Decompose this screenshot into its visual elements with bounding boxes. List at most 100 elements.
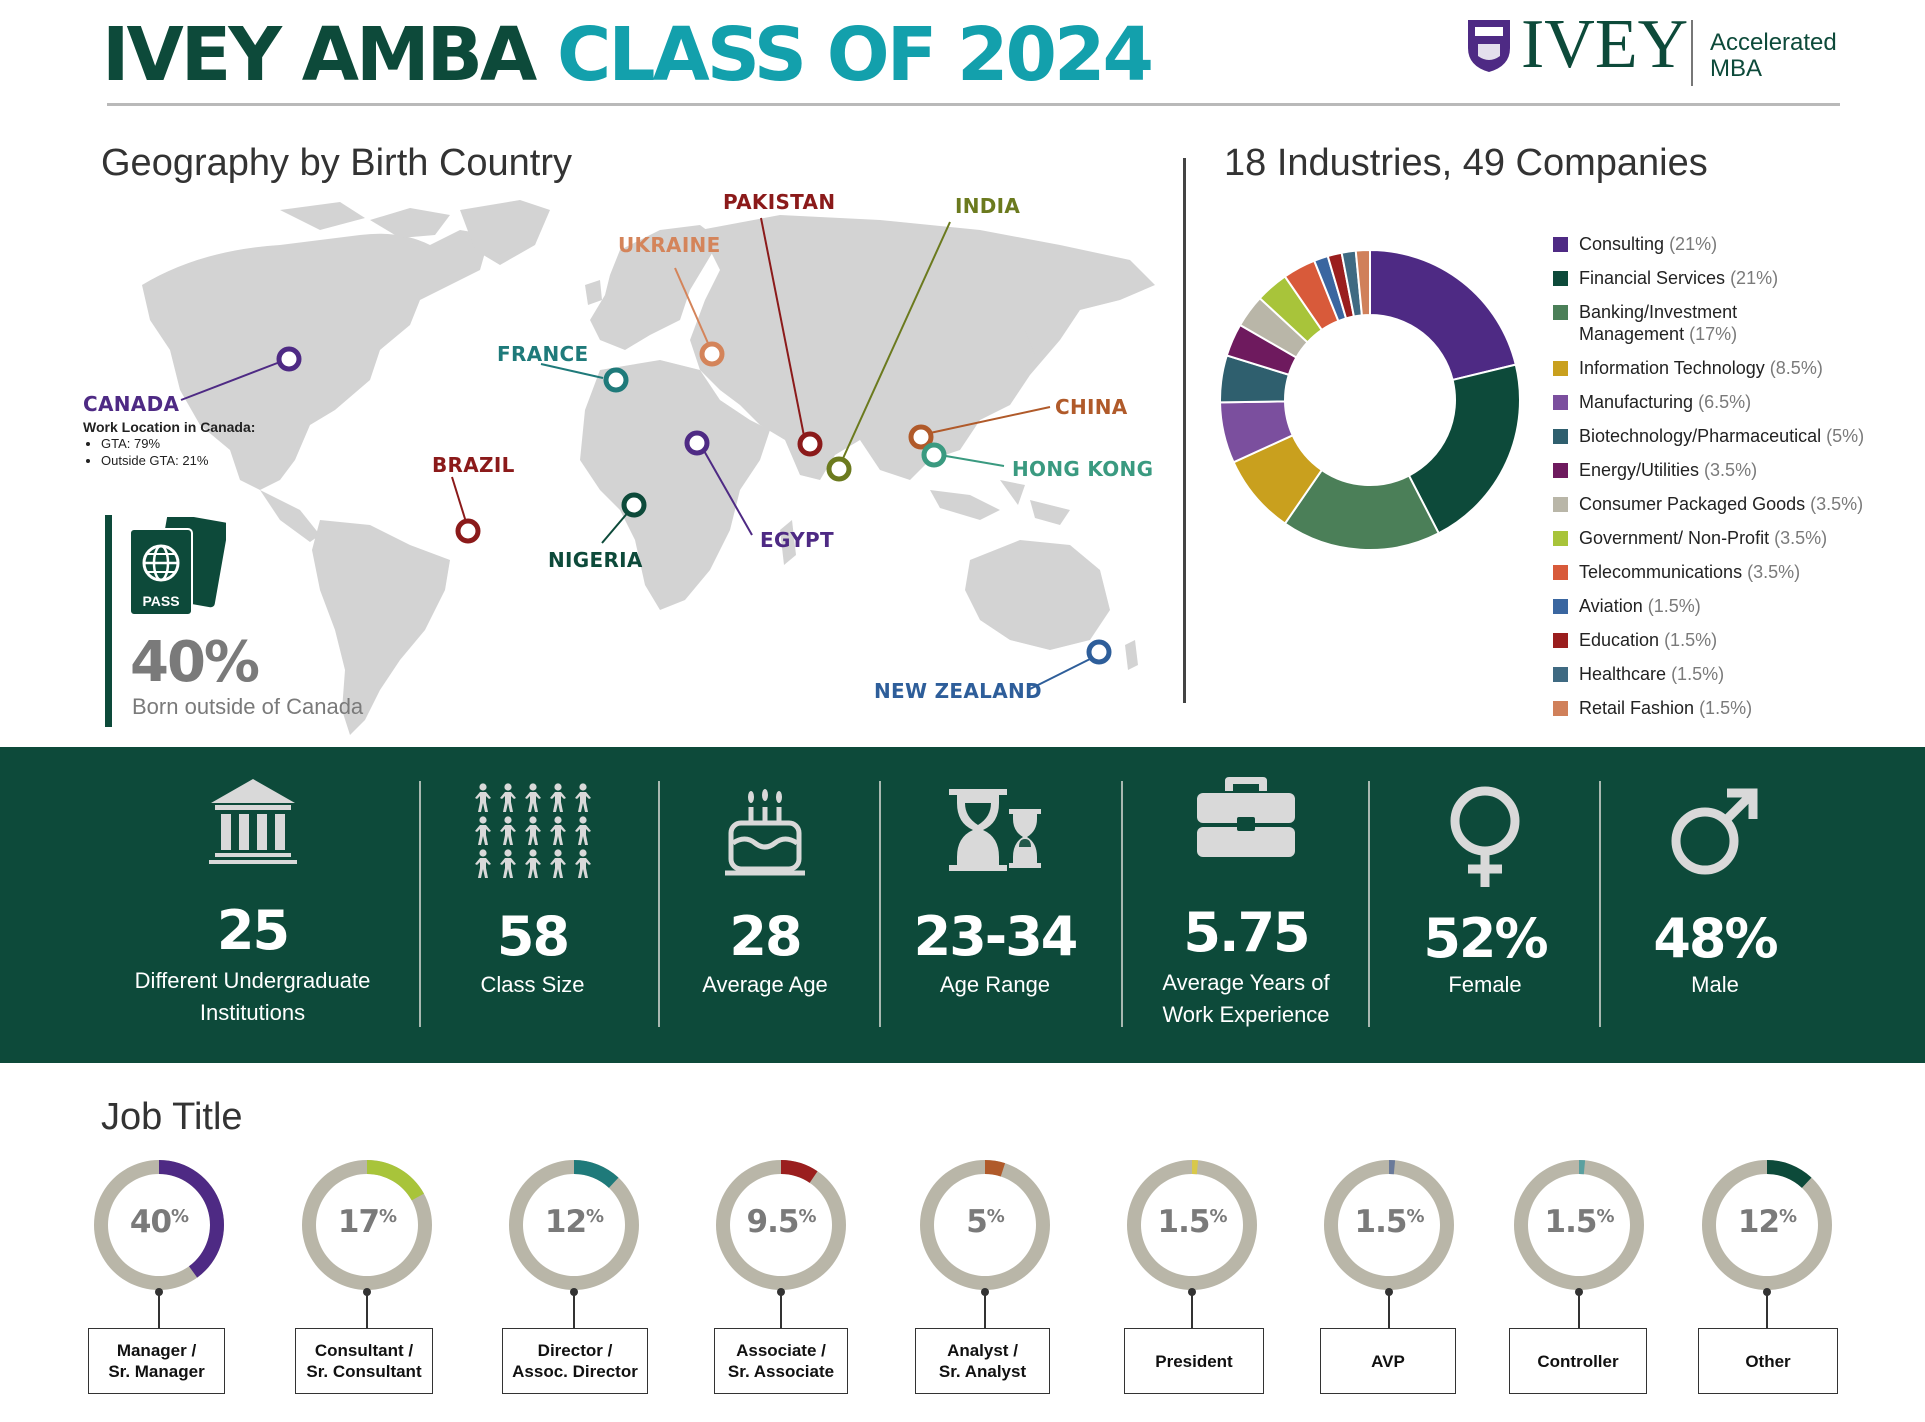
legend-item: Retail Fashion (1.5%) <box>1553 697 1923 719</box>
job-title-label-line: Sr. Analyst <box>938 1362 1027 1381</box>
stat-class-size: 58 Class Size <box>440 747 625 1063</box>
world-map <box>142 200 1155 735</box>
country-label-brazil: BRAZIL <box>432 453 515 477</box>
job-title-label-line: Consultant / <box>314 1341 414 1360</box>
job-title-donut <box>93 1160 224 1290</box>
job-title-label: Other <box>1698 1328 1838 1394</box>
job-title-item: 12% Other <box>1698 1158 1850 1394</box>
percent-sign: % <box>798 1206 816 1227</box>
job-title-percent: 1.5% <box>1322 1204 1456 1240</box>
donut-slice <box>159 1160 224 1278</box>
legend-value: (5%) <box>1826 426 1865 446</box>
stats-band: 25 Different Undergraduate Institutions 5… <box>0 747 1925 1063</box>
legend-label: Financial Services <box>1579 268 1731 288</box>
stat-label: Different Undergraduate Institutions <box>115 965 390 1029</box>
percent-sign: % <box>1209 1206 1227 1227</box>
job-title-percent: 17% <box>300 1204 434 1240</box>
job-title-label: Manager / Sr. Manager <box>88 1328 225 1394</box>
title-part-2: CLASS OF 2024 <box>557 12 1154 98</box>
person-icon <box>574 849 591 878</box>
stat-value: 48% <box>1653 907 1778 970</box>
person-icon <box>549 783 566 812</box>
job-title-item: 17% Consultant / Sr. Consultant <box>295 1158 450 1394</box>
job-title-label: Associate / Sr. Associate <box>714 1328 848 1394</box>
legend-label: Education <box>1579 630 1665 650</box>
job-title-label: Analyst / Sr. Analyst <box>915 1328 1050 1394</box>
legend-label: Consumer Packaged Goods <box>1579 494 1811 514</box>
male-icon <box>1671 788 1758 875</box>
legend-swatch <box>1553 395 1568 410</box>
job-title-label: President <box>1124 1328 1264 1394</box>
donut-slice <box>781 1160 818 1183</box>
born-outside-accent-bar <box>105 515 112 727</box>
shield-icon <box>1468 20 1510 72</box>
connector-line <box>1578 1292 1580 1328</box>
header-rule <box>107 103 1840 106</box>
legend-item: Aviation (1.5%) <box>1553 595 1923 617</box>
stat-value: 28 <box>729 905 802 968</box>
work-location-item: Outside GTA: 21% <box>101 452 255 469</box>
legend-value: (21%) <box>1730 268 1779 288</box>
legend-swatch <box>1553 463 1568 478</box>
donut-slice <box>1354 248 1371 317</box>
job-title-label: Director / Assoc. Director <box>502 1328 648 1394</box>
data-label: 17 <box>337 1204 380 1240</box>
person-icon <box>524 849 541 878</box>
logo-divider <box>1691 20 1693 86</box>
page-title: IVEY AMBA CLASS OF 2024 <box>102 18 1154 92</box>
legend-swatch <box>1553 361 1568 376</box>
legend-value: (3.5%) <box>1774 528 1828 548</box>
stat-value: 58 <box>496 905 570 968</box>
legend-item: Government/ Non-Profit (3.5%) <box>1553 527 1923 549</box>
stat-value: 23-34 <box>913 905 1079 968</box>
legend-value: (3.5%) <box>1704 460 1758 480</box>
legend-swatch <box>1553 271 1568 286</box>
legend-item: Manufacturing (6.5%) <box>1553 391 1923 413</box>
legend-label: Government/ Non-Profit <box>1579 528 1775 548</box>
stat-label: Class Size <box>480 972 585 997</box>
country-label-new-zealand: NEW ZEALAND <box>874 679 1042 703</box>
stat-divider <box>658 781 660 1027</box>
job-title-percent: 1.5% <box>1512 1204 1646 1240</box>
cake-icon <box>725 789 805 876</box>
donut-slice <box>1369 248 1517 382</box>
data-label: 1.5 <box>1544 1204 1598 1240</box>
job-title-donut <box>1701 1160 1832 1290</box>
donut-slice <box>1192 1160 1199 1175</box>
legend-item: Consulting (21%) <box>1553 233 1923 255</box>
percent-sign: % <box>986 1206 1005 1227</box>
born-outside-value: 40% <box>130 630 260 695</box>
stat-label-line: Different Undergraduate <box>134 968 371 993</box>
stat-label-line: Average Years of <box>1162 970 1330 995</box>
connector-line <box>1766 1292 1768 1328</box>
job-title-donut <box>508 1160 639 1290</box>
stat-age-range: 23-34 Age Range <box>900 747 1090 1063</box>
data-label: 5 <box>966 1204 988 1240</box>
country-label-china: CHINA <box>1055 395 1128 419</box>
legend-value: (8.5%) <box>1769 358 1823 378</box>
job-title-label-line: Director / <box>537 1341 613 1360</box>
stat-divider <box>1121 781 1123 1027</box>
job-title-label-line: President <box>1155 1351 1233 1371</box>
stat-label: Male <box>1691 972 1739 997</box>
job-title-heading: Job Title <box>101 1096 243 1138</box>
person-icon <box>474 849 491 878</box>
donut-slice <box>574 1160 619 1188</box>
work-location-item: GTA: 79% <box>101 435 255 452</box>
job-title-item: 12% Director / Assoc. Director <box>502 1158 657 1394</box>
connector-line <box>1388 1292 1390 1328</box>
legend-label: Energy/Utilities <box>1579 460 1705 480</box>
logo-wordmark: IVEY <box>1521 6 1689 83</box>
stat-divider <box>1599 781 1601 1027</box>
stat-divider <box>879 781 881 1027</box>
industries-title: 18 Industries, 49 Companies <box>1224 142 1708 184</box>
country-label-india: INDIA <box>955 194 1021 218</box>
stat-label: Age Range <box>939 972 1051 997</box>
data-label: 9.5 <box>746 1204 800 1240</box>
legend-label: Consulting <box>1579 234 1670 254</box>
title-part-1: IVEY AMBA <box>102 12 558 98</box>
stat-divider <box>419 781 421 1027</box>
stat-label-line: Institutions <box>199 1000 306 1025</box>
legend-item: Financial Services (21%) <box>1553 267 1923 289</box>
legend-swatch <box>1553 237 1568 252</box>
